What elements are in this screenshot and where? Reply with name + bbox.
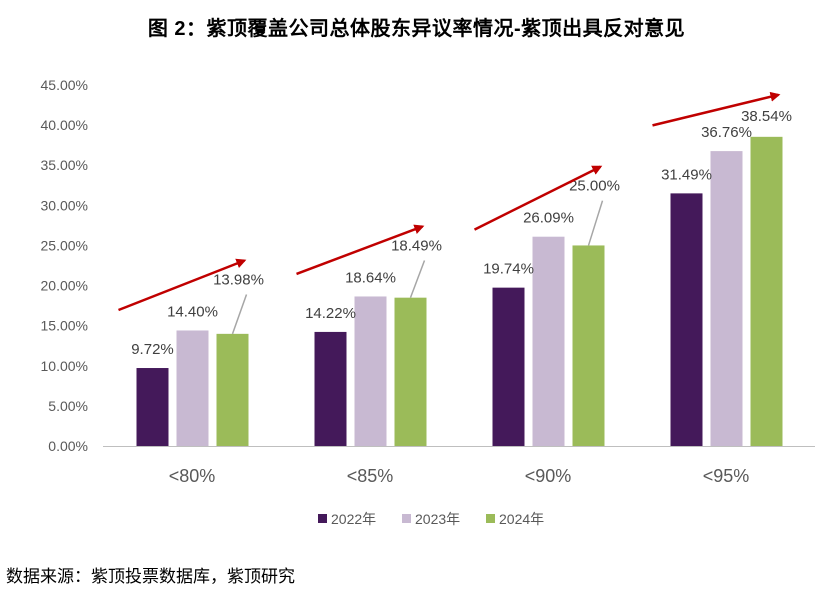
label-connectors (231, 200, 604, 335)
x-axis: <80% <85% <90% <95% (103, 446, 815, 486)
y-tick-label: 15.00% (41, 318, 88, 334)
trend-arrow (118, 258, 247, 312)
trend-arrow (652, 91, 781, 127)
data-labels: 9.72% 14.40% 13.98% 14.22% 18.64% 18.49% 19.74… (131, 108, 792, 358)
legend-swatch (402, 514, 411, 523)
bar-1-1 (136, 368, 169, 446)
x-category-label: <90% (525, 466, 572, 486)
label-connector (587, 200, 604, 246)
bar-2-4 (710, 151, 743, 447)
x-category-label: <85% (347, 466, 394, 486)
bars (136, 136, 783, 447)
x-category-label: <80% (169, 466, 216, 486)
y-tick-label: 35.00% (41, 157, 88, 173)
chart-title: 图 2：紫顶覆盖公司总体股东异议率情况-紫顶出具反对意见 (147, 18, 686, 40)
data-label: 14.40% (167, 303, 218, 320)
y-tick-label: 45.00% (41, 77, 88, 93)
data-label: 31.49% (661, 166, 712, 183)
bar-3-1 (216, 333, 249, 446)
y-tick-label: 0.00% (48, 438, 88, 454)
source-note: 数据来源：紫顶投票数据库，紫顶研究 (6, 567, 295, 586)
label-connector (231, 294, 248, 335)
trend-arrows (118, 91, 781, 312)
y-tick-label: 30.00% (41, 197, 88, 213)
trend-arrow (473, 165, 603, 231)
x-category-label: <95% (703, 466, 750, 486)
bar-1-4 (670, 193, 703, 446)
data-label: 25.00% (569, 178, 620, 195)
legend-label: 2022年 (331, 511, 376, 527)
data-label: 26.09% (523, 210, 574, 227)
y-tick-label: 5.00% (48, 398, 88, 414)
y-tick-label: 20.00% (41, 278, 88, 294)
legend-swatch (486, 514, 495, 523)
trend-arrow (296, 224, 425, 276)
legend-label: 2024年 (499, 511, 544, 527)
data-label: 18.49% (391, 237, 442, 254)
y-tick-label: 25.00% (41, 237, 88, 253)
bar-1-3 (492, 287, 525, 446)
bar-3-2 (394, 297, 427, 446)
legend-swatch (318, 514, 327, 523)
bar-2-1 (176, 330, 209, 446)
bar-2-3 (532, 236, 565, 446)
y-axis: 0.00% 5.00% 10.00% 15.00% 20.00% 25.00% 30.00%… (41, 77, 88, 454)
y-tick-label: 10.00% (41, 358, 88, 374)
legend-label: 2023年 (415, 511, 460, 527)
data-label: 13.98% (213, 271, 264, 288)
label-connector (409, 260, 426, 298)
data-label: 18.64% (345, 269, 396, 286)
data-label: 14.22% (305, 305, 356, 322)
data-label: 36.76% (701, 124, 752, 141)
bar-2-2 (354, 296, 387, 446)
data-label: 9.72% (131, 341, 174, 358)
data-label: 19.74% (483, 261, 534, 278)
bar-1-2 (314, 331, 347, 446)
legend: 2022年 2023年 2024年 (318, 511, 544, 527)
data-label: 38.54% (741, 108, 792, 125)
y-tick-label: 40.00% (41, 117, 88, 133)
bar-3-3 (572, 245, 605, 446)
bar-3-4 (750, 136, 783, 447)
